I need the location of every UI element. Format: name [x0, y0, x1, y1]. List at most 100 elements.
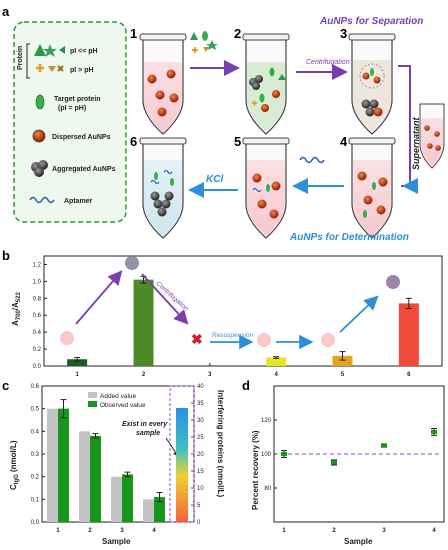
ytick-label: 0.2	[33, 347, 42, 353]
tube-6	[139, 137, 187, 239]
tube-1	[139, 33, 187, 135]
aggregated-aunp-icon	[31, 160, 48, 177]
ytick-label: 80	[264, 486, 271, 492]
panel-c-bars	[47, 399, 165, 522]
separation-title: AuNPs for Separation	[319, 16, 423, 27]
error-bar-sample-2	[92, 433, 99, 439]
bar-observed-sample-4	[154, 497, 165, 522]
protein-acidic-icon	[34, 44, 65, 57]
error-bar-sample-4	[273, 356, 280, 359]
xtick-label: 1	[75, 372, 79, 378]
kcl-label: KCl	[206, 174, 223, 185]
error-bar-sample-6	[405, 297, 412, 309]
right-ytick-label: 20	[197, 452, 204, 458]
panel-d: d Percent recovery (%) 80 100 120 1 2 3 4 Sam…	[242, 378, 445, 546]
ytick-label: 1.0	[33, 279, 42, 285]
step-2-label: 2	[234, 26, 241, 41]
right-ytick-label: 40	[197, 384, 204, 390]
bar-observed-sample-2	[90, 435, 101, 522]
panel-c: c CIgG (nmol/L) 0.0 0.1 0.2 0.3 0.4 0.5 0.6 0 5…	[2, 378, 225, 546]
aptamer-free-icon	[299, 156, 325, 164]
arrow-b-1-2	[75, 270, 123, 325]
panel-c-xlabel: Sample	[102, 537, 131, 546]
panel-d-yticks: 80 100 120	[261, 418, 277, 492]
xtick-label: 3	[120, 528, 124, 534]
ytick-label: 0.6	[31, 384, 40, 390]
legend-pi-high: pI > pH	[70, 67, 94, 74]
error-bar-sample-1	[60, 399, 67, 419]
step-6-label: 6	[130, 134, 137, 149]
panel-c-yticks: 0.0 0.1 0.2 0.3 0.4 0.5 0.6	[31, 384, 45, 526]
bar-sample-6	[398, 303, 419, 366]
ytick-label: 120	[261, 418, 272, 424]
xtick-label: 1	[282, 528, 286, 534]
legend-added-label: Added value	[100, 393, 137, 400]
xtick-label: 4	[274, 372, 278, 378]
bar-sample-4	[266, 357, 287, 366]
error-bar-sample-5	[339, 351, 346, 361]
legend-observed-label: Observed value	[100, 402, 146, 409]
panel-c-right-yticks: 0 5 10 15 20 25 30 35 40	[191, 384, 204, 526]
legend-pi-low: pI << pH	[70, 48, 98, 55]
color-swatch-6	[386, 275, 400, 289]
panel-c-ylabel-right: Interfering proteins (nmol/L)	[216, 390, 225, 497]
right-ytick-label: 5	[197, 503, 201, 509]
panel-b-letter: b	[2, 248, 10, 263]
xtick-label: 5	[341, 372, 345, 378]
ytick-label: 0.0	[33, 364, 42, 370]
right-ytick-label: 30	[197, 418, 204, 424]
bar-observed-sample-1	[58, 408, 69, 522]
legend-added-swatch	[88, 392, 97, 398]
xtick-label: 3	[208, 372, 212, 378]
dispersed-aunp-icon	[32, 129, 46, 143]
panel-d-xlabel: Sample	[344, 537, 373, 546]
step-4-label: 4	[340, 134, 348, 149]
right-ytick-label: 35	[197, 401, 204, 407]
legend-protein-title: Protein	[17, 46, 24, 70]
arrow-3-4-bracket	[398, 65, 411, 187]
color-swatch-4	[257, 333, 271, 347]
bar-observed-sample-3	[122, 474, 133, 522]
bar-added-sample-3	[111, 476, 122, 522]
point-sample-4	[431, 429, 437, 434]
panel-a: a Protein pI << pH pI > pH Target protei…	[2, 4, 445, 243]
ytick-label: 0.0	[31, 520, 40, 526]
panel-d-points	[281, 428, 440, 466]
panel-b-frame	[43, 255, 443, 367]
step-5-label: 5	[234, 134, 241, 149]
tube-3	[348, 33, 396, 135]
xtick-label: 2	[332, 528, 336, 534]
error-bar-sample-3	[124, 471, 131, 478]
step-1-label: 1	[130, 26, 137, 41]
panel-b: b A700/A522 0.0 0.2 0.4 0.6 0.8 1.0 1.2 1 2 3 4 5 6…	[2, 248, 443, 378]
panel-b-yticks: 0.0 0.2 0.4 0.6 0.8 1.0 1.2	[33, 262, 47, 370]
protein-basic-icon	[36, 64, 64, 72]
arrow-b-2-3	[141, 273, 189, 325]
ytick-label: 0.6	[33, 313, 42, 319]
xtick-label: 2	[88, 528, 92, 534]
bar-added-sample-4	[143, 499, 154, 522]
point-sample-3	[381, 443, 387, 448]
panel-d-letter: d	[242, 378, 250, 393]
panel-a-letter: a	[2, 4, 10, 19]
color-swatch-5	[321, 333, 335, 347]
color-swatch-1	[60, 331, 74, 345]
legend-target-line1: Target protein	[54, 96, 101, 103]
xtick-label: 4	[432, 528, 436, 534]
ytick-label: 0.8	[33, 296, 42, 302]
bar-sample-1	[67, 359, 88, 366]
xtick-label: 4	[152, 528, 156, 534]
legend-aptamer: Aptamer	[64, 198, 93, 205]
right-ytick-label: 15	[197, 469, 204, 475]
right-ytick-label: 25	[197, 435, 204, 441]
aptamer-icon	[29, 196, 55, 204]
panel-c-ylabel-left: CIgG (nmol/L)	[9, 440, 20, 490]
bar-added-sample-1	[47, 408, 58, 522]
point-sample-2	[331, 460, 337, 465]
color-swatch-2	[125, 256, 139, 270]
supernatant-tube	[419, 103, 445, 169]
panel-b-resuspension: Resuspension	[212, 332, 254, 339]
ytick-label: 0.1	[31, 497, 40, 503]
legend-target-line2: (pI = pH)	[58, 105, 86, 112]
panel-b-bars	[67, 275, 419, 366]
